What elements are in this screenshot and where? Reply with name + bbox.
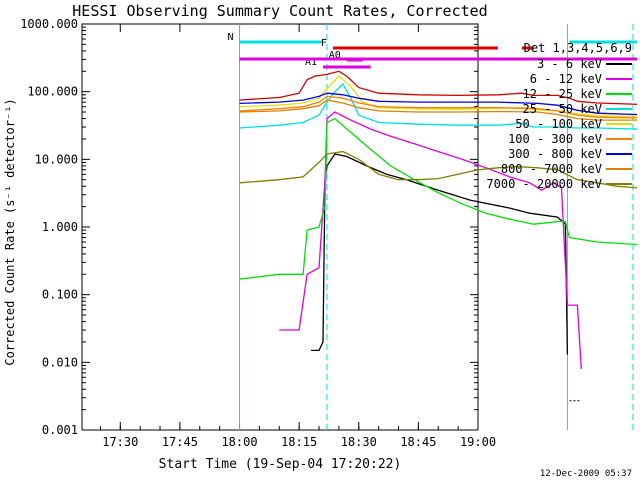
plot-area: 0.001 0.010 0.100 1.000 10.000 100.000 1000.00… [20,17,638,449]
series-line-9 [239,70,638,105]
series-line-7 [239,99,637,121]
y-tick-label: 1.000 [42,220,78,234]
x-tick-label: 18:15 [281,435,317,449]
series-line-5 [239,95,638,119]
legend-label-3: 25 - 50 keV [523,102,602,116]
x-tick-label: 17:30 [102,435,138,449]
y-tick-label: 0.010 [42,355,78,369]
series-line-6 [239,92,638,116]
flag-label: F [321,38,327,49]
series-line-1 [279,111,582,369]
legend-label-1: 6 - 12 keV [530,72,602,86]
series-line-0 [311,153,569,355]
legend-label-0: 3 - 6 keV [537,57,602,71]
y-axis-label: Corrected Count Rate (s⁻¹ detector⁻¹) [3,98,17,365]
timestamp: 12-Dec-2009 05:37 [540,469,632,479]
legend-label-6: 300 - 800 keV [508,147,602,161]
y-tick-label: 100.000 [27,85,78,99]
x-tick-label: 18:45 [400,435,436,449]
plot-frame [81,23,479,431]
legend-label-4: 50 - 100 keV [515,117,602,131]
legend-label-5: 100 - 300 keV [508,132,602,146]
x-tick-label: 19:00 [460,435,496,449]
series-line-3 [239,82,638,130]
legend-title: Det 1,3,4,5,6,9 [524,41,632,55]
y-tick-label: 1000.000 [20,17,78,31]
flag-label: N [227,32,233,43]
legend-label-2: 12 - 25 keV [523,87,602,101]
series-line-8 [239,150,638,189]
y-tick-label: 10.000 [35,152,78,166]
x-tick-label: 17:45 [162,435,198,449]
y-tick-label: 0.100 [42,288,78,302]
legend-label-7: 800 - 7000 keV [501,162,602,176]
x-tick-label: 18:30 [341,435,377,449]
flag-label: A0 [329,50,341,61]
chart-title: HESSI Observing Summary Count Rates, Cor… [72,2,487,20]
y-tick-label: 0.001 [42,423,78,437]
series-line-2 [239,117,638,280]
x-axis-label: Start Time (19-Sep-04 17:20:22) [159,457,402,472]
legend-label-8: 7000 - 20000 keV [486,177,602,191]
flag-label: A1 [305,57,317,68]
x-tick-label: 18:00 [221,435,257,449]
